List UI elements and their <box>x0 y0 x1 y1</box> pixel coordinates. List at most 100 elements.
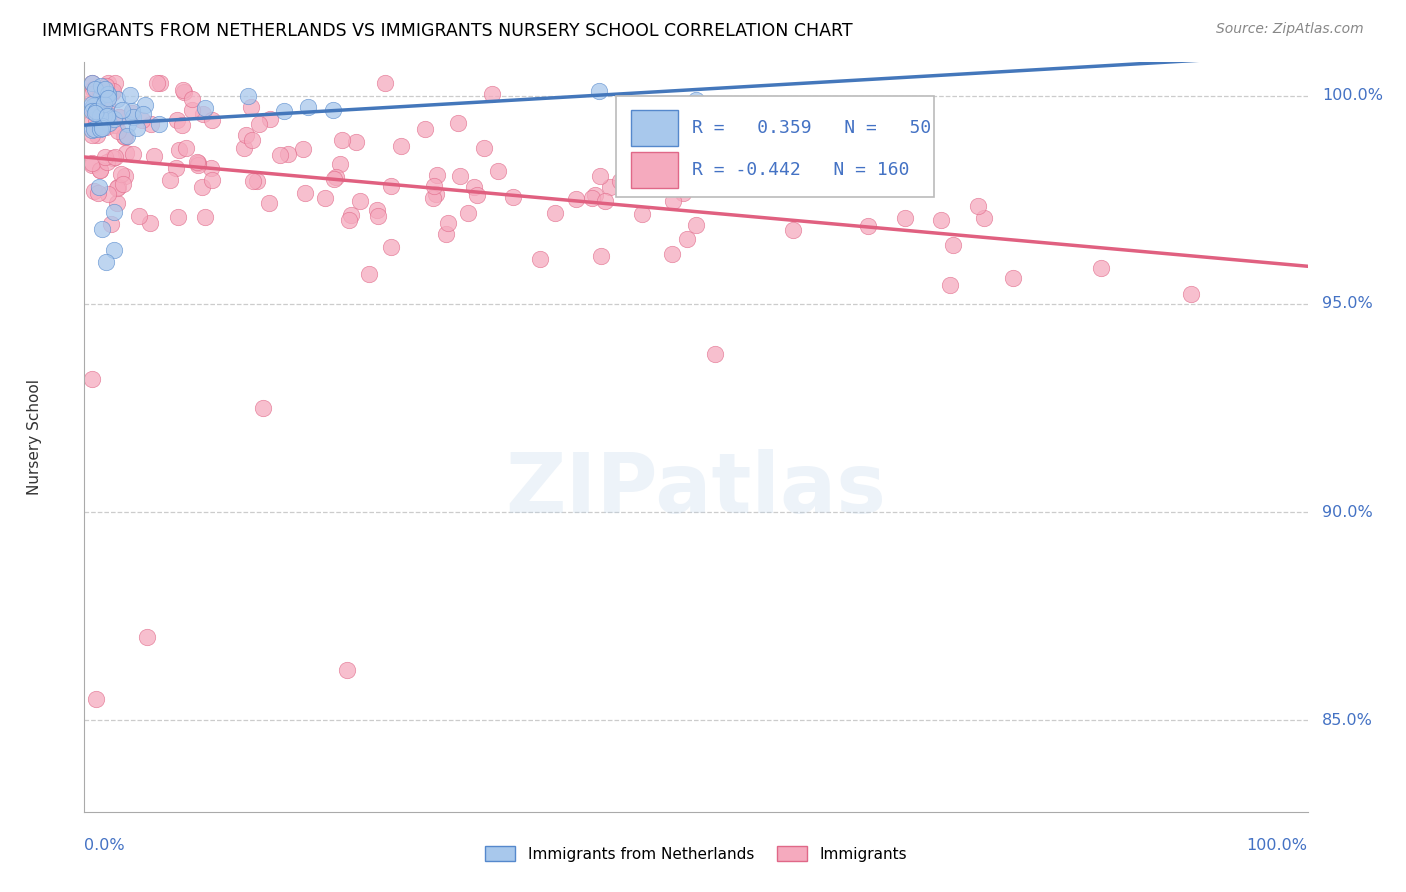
Point <box>112 177 135 191</box>
Point <box>96 154 118 169</box>
Point <box>671 186 693 201</box>
Point <box>565 192 588 206</box>
Point <box>668 158 690 172</box>
Point <box>82 82 104 96</box>
Point <box>96 78 118 93</box>
Point <box>148 117 170 131</box>
Point <box>593 194 616 208</box>
Point <box>704 347 727 361</box>
Point <box>631 207 654 221</box>
Point <box>939 277 962 292</box>
Point <box>190 180 212 194</box>
Point <box>125 121 148 136</box>
Point <box>89 109 111 123</box>
Point <box>589 249 612 263</box>
Point <box>105 180 128 194</box>
Point <box>481 87 503 101</box>
Point <box>273 103 295 118</box>
Point <box>297 100 319 114</box>
Point <box>80 128 103 142</box>
Point <box>86 128 108 142</box>
Point <box>172 82 194 96</box>
Point <box>98 112 121 126</box>
Point <box>105 196 128 211</box>
Point <box>170 119 193 133</box>
Point <box>349 194 371 208</box>
Point <box>82 97 104 112</box>
Point <box>159 173 181 187</box>
Point <box>765 156 787 170</box>
Point <box>121 103 143 118</box>
Point <box>131 113 153 128</box>
Point <box>675 138 697 153</box>
Point <box>322 171 344 186</box>
Point <box>167 143 190 157</box>
Point <box>83 106 105 120</box>
Point <box>143 149 166 163</box>
Point <box>103 112 125 127</box>
Point <box>194 101 217 115</box>
Point <box>97 90 120 104</box>
Point <box>588 84 610 98</box>
Point <box>359 267 381 281</box>
Point <box>201 113 224 128</box>
Point <box>434 227 457 241</box>
Point <box>84 115 107 129</box>
Point <box>247 117 270 131</box>
Point <box>114 130 136 145</box>
Point <box>180 92 202 106</box>
Text: R = -0.442   N = 160: R = -0.442 N = 160 <box>692 161 910 178</box>
Point <box>685 93 707 107</box>
Point <box>87 180 110 194</box>
Point <box>233 141 256 155</box>
Point <box>652 158 675 172</box>
Point <box>380 178 402 193</box>
Point <box>724 153 747 167</box>
Point <box>94 150 117 164</box>
Point <box>82 98 104 112</box>
Point <box>101 84 124 98</box>
Point <box>344 136 367 150</box>
Point <box>139 117 162 131</box>
Point <box>104 118 127 132</box>
Point <box>134 98 156 112</box>
Point <box>544 206 567 220</box>
Point <box>742 173 765 187</box>
Point <box>894 211 917 226</box>
Text: Nursery School: Nursery School <box>27 379 42 495</box>
Point <box>329 157 352 171</box>
Point <box>97 76 120 90</box>
Point <box>194 210 217 224</box>
Point <box>89 162 111 177</box>
Point <box>277 147 299 161</box>
Point <box>108 111 131 125</box>
Point <box>292 142 315 156</box>
Point <box>201 172 224 186</box>
Point <box>239 100 262 114</box>
Point <box>84 103 107 118</box>
Point <box>486 164 509 178</box>
Point <box>240 133 263 147</box>
Point <box>94 82 117 96</box>
Point <box>599 180 621 194</box>
Point <box>139 216 162 230</box>
Point <box>96 87 118 102</box>
Text: R =   0.359   N =   50: R = 0.359 N = 50 <box>692 119 932 136</box>
Point <box>104 150 127 164</box>
Point <box>782 223 804 237</box>
Point <box>104 76 127 90</box>
Point <box>80 372 103 386</box>
Point <box>80 113 103 128</box>
Point <box>325 169 347 184</box>
Point <box>966 199 988 213</box>
Point <box>107 179 129 194</box>
Point <box>89 89 111 103</box>
Point <box>929 213 952 227</box>
Point <box>96 108 118 122</box>
Point <box>269 148 291 162</box>
Point <box>685 218 707 232</box>
Point <box>80 101 103 115</box>
Point <box>94 120 117 134</box>
Point <box>246 174 269 188</box>
Point <box>89 109 111 123</box>
